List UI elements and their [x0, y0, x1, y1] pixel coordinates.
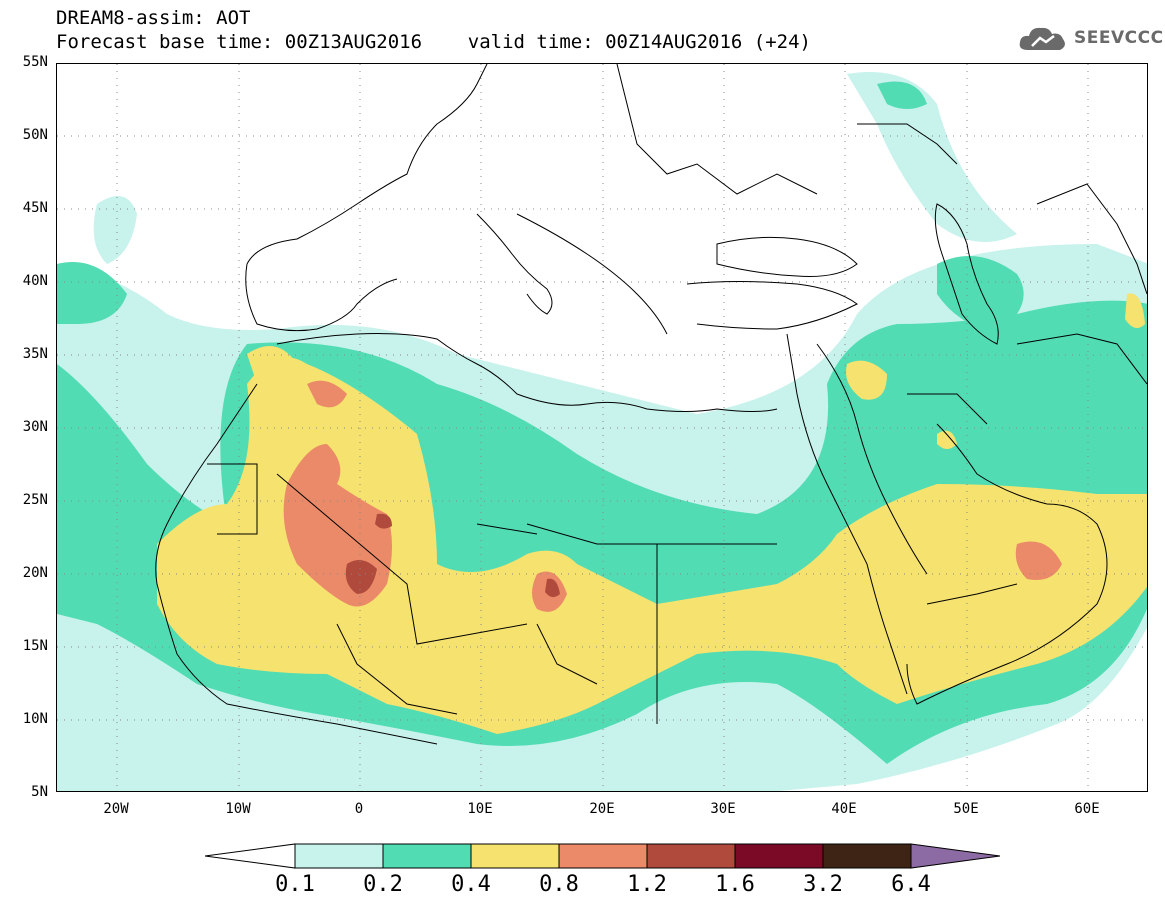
- colorbar-label: 0.2: [363, 872, 403, 897]
- seevccc-logo: SEEVCCC: [1018, 24, 1164, 52]
- colorbar-label: 3.2: [803, 872, 843, 897]
- lon-label: 40E: [831, 801, 857, 817]
- colorbar-label: 6.4: [891, 872, 931, 897]
- lon-label: 20W: [103, 801, 129, 817]
- map-gridlines: [57, 64, 1147, 791]
- colorbar: [205, 843, 1000, 869]
- lon-label: 20E: [589, 801, 615, 817]
- colorbar-label: 0.8: [539, 872, 579, 897]
- colorbar-bin: [646, 843, 736, 869]
- lat-label: 20N: [22, 565, 48, 581]
- lat-label: 10N: [22, 711, 48, 727]
- colorbar-label: 1.6: [715, 872, 755, 897]
- lat-label: 40N: [22, 273, 48, 289]
- lat-label: 50N: [22, 127, 48, 143]
- aot-map: [57, 64, 1147, 791]
- colorbar-bin: [470, 843, 560, 869]
- lon-label: 50E: [953, 801, 979, 817]
- lat-label: 15N: [22, 638, 48, 654]
- colorbar-bin: [558, 843, 648, 869]
- colorbar-label: 0.4: [451, 872, 491, 897]
- aot-shading: [57, 72, 1147, 791]
- lat-label: 45N: [22, 200, 48, 216]
- lon-label: 60E: [1074, 801, 1100, 817]
- map-title: DREAM8-assim: AOT: [56, 7, 251, 29]
- colorbar-over-arrow: [910, 843, 1000, 869]
- lat-label: 55N: [22, 54, 48, 70]
- colorbar-label: 0.1: [275, 872, 315, 897]
- logo-text: SEEVCCC: [1074, 28, 1164, 48]
- lon-label: 10W: [225, 801, 251, 817]
- colorbar-bin: [822, 843, 912, 869]
- coastlines: [155, 64, 1147, 745]
- colorbar-bin: [294, 843, 384, 869]
- colorbar-under-arrow: [205, 843, 296, 869]
- lat-label: 25N: [22, 492, 48, 508]
- colorbar-label: 1.2: [627, 872, 667, 897]
- map-subtitle-times: Forecast base time: 00Z13AUG2016 valid t…: [56, 31, 811, 53]
- lat-label: 5N: [31, 784, 48, 800]
- lon-label: 10E: [467, 801, 493, 817]
- colorbar-bin: [382, 843, 472, 869]
- lon-label: 0: [354, 801, 364, 817]
- colorbar-bin: [734, 843, 824, 869]
- map-frame: [56, 63, 1148, 792]
- lon-label: 30E: [710, 801, 736, 817]
- lat-label: 30N: [22, 419, 48, 435]
- lat-label: 35N: [22, 346, 48, 362]
- cloud-icon: [1019, 27, 1065, 50]
